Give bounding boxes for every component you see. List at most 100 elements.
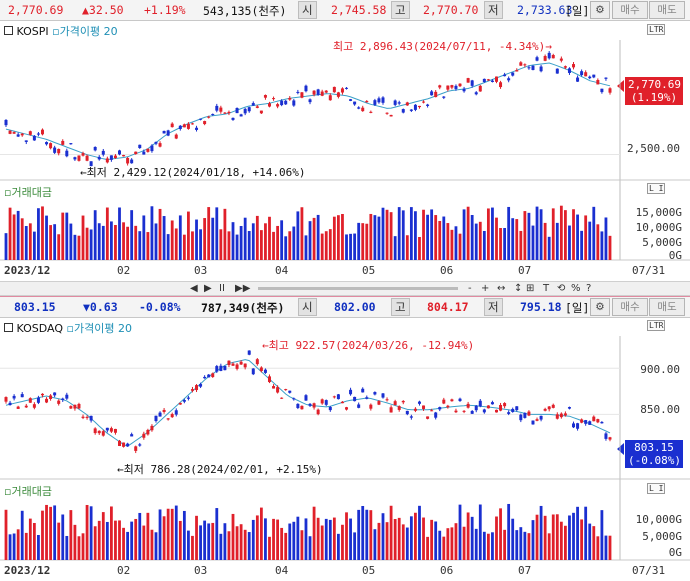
- kospi-price: 2,770.69: [8, 3, 64, 17]
- volume-bar: [57, 234, 61, 260]
- volume-bar: [251, 519, 255, 560]
- candle-body: [251, 103, 255, 106]
- candle-body: [324, 400, 328, 405]
- kosdaq-period[interactable]: [일]: [565, 301, 590, 315]
- zoom-in-button[interactable]: +: [481, 283, 490, 294]
- volume-bar: [280, 527, 284, 560]
- candle-body: [227, 111, 231, 114]
- candle-body: [45, 142, 49, 145]
- kospi-x-label-04: 04: [275, 264, 289, 277]
- candle-body: [608, 437, 612, 440]
- volume-bar: [353, 233, 357, 260]
- fit-vertical-button[interactable]: ↕: [514, 283, 523, 294]
- fast-forward-button[interactable]: ▶▶: [235, 283, 251, 294]
- candle-body: [227, 360, 231, 365]
- volume-bar: [434, 215, 438, 260]
- kosdaq-x-label-start: 2023/12: [4, 564, 51, 577]
- volume-bar: [101, 512, 105, 560]
- candle-body: [401, 400, 405, 403]
- volume-bar: [118, 207, 121, 260]
- scroll-slider[interactable]: [258, 287, 458, 290]
- candle-body: [559, 58, 563, 61]
- help-button[interactable]: ?: [586, 283, 592, 294]
- kosdaq-last-price: 803.15: [634, 441, 674, 454]
- kosdaq-open-label: 시: [298, 298, 317, 316]
- volume-bar: [118, 520, 121, 560]
- candle-body: [588, 421, 592, 425]
- candle-body: [434, 412, 438, 418]
- kosdaq-buy-button[interactable]: 매수: [612, 298, 648, 316]
- volume-bar: [247, 231, 251, 260]
- volume-bar: [385, 522, 389, 560]
- candle-body: [122, 155, 126, 157]
- fit-horizontal-button[interactable]: ↔: [497, 283, 506, 294]
- kospi-volume-ltr-toggle[interactable]: L I: [647, 183, 666, 194]
- kosdaq-ltr-toggle[interactable]: LTR: [647, 320, 666, 331]
- candle-body: [40, 393, 44, 396]
- kospi-ltr-toggle[interactable]: LTR: [647, 24, 666, 35]
- kospi-change: ▲32.50: [82, 3, 124, 17]
- candle-body: [263, 369, 267, 373]
- candle-body: [474, 405, 478, 411]
- kosdaq-volume-title: ▫거래대금: [4, 485, 52, 498]
- volume-bar: [231, 222, 235, 260]
- volume-bar: [16, 529, 20, 560]
- volume-bar: [272, 518, 275, 560]
- kosdaq-sell-button[interactable]: 매도: [649, 298, 685, 316]
- volume-bar: [308, 221, 312, 260]
- candle-body: [284, 100, 288, 105]
- volume-bar: [308, 536, 312, 560]
- kospi-chart[interactable]: [0, 0, 690, 281]
- candle-body: [142, 433, 146, 438]
- candle-body: [101, 150, 105, 155]
- text-tool-button[interactable]: T: [543, 283, 550, 294]
- candle-body: [430, 91, 434, 96]
- percent-button[interactable]: %: [571, 283, 581, 294]
- candle-body: [320, 399, 324, 404]
- kosdaq-settings-button[interactable]: ⚙: [590, 298, 610, 316]
- volume-bar: [555, 514, 559, 560]
- kospi-vol-tick-15000: 15,000G: [635, 206, 682, 219]
- volume-bar: [523, 531, 527, 560]
- scroll-left-button[interactable]: ◀: [190, 283, 198, 294]
- volume-bar: [588, 221, 592, 260]
- volume-bar: [409, 516, 413, 560]
- kospi-period[interactable]: [일]: [565, 4, 590, 18]
- volume-bar: [397, 207, 401, 260]
- kospi-open: 2,745.58: [331, 3, 387, 17]
- volume-bar: [405, 235, 409, 260]
- volume-bar: [203, 218, 207, 260]
- grid-button[interactable]: ⊞: [526, 283, 535, 294]
- volume-bar: [474, 528, 478, 560]
- candle-body: [263, 95, 267, 98]
- volume-bar: [81, 533, 85, 560]
- volume-bar: [495, 217, 498, 260]
- volume-bar: [134, 518, 138, 560]
- candle-body: [494, 409, 498, 413]
- kosdaq-chart[interactable]: [0, 296, 690, 581]
- scroll-right-button[interactable]: ▶: [204, 283, 212, 294]
- kospi-buy-button[interactable]: 매수: [612, 1, 648, 19]
- candle-body: [413, 408, 417, 411]
- volume-bar: [174, 228, 178, 260]
- zoom-out-button[interactable]: -: [468, 283, 472, 294]
- kosdaq-volume-ltr-toggle[interactable]: L I: [647, 483, 666, 494]
- refresh-button[interactable]: ⟲: [557, 283, 566, 294]
- volume-bar: [608, 235, 612, 260]
- volume-bar: [320, 233, 324, 260]
- candle-body: [105, 427, 109, 431]
- candle-body: [239, 114, 243, 117]
- candle-body: [45, 398, 49, 403]
- candle-body: [385, 112, 389, 114]
- kospi-sell-button[interactable]: 매도: [649, 1, 685, 19]
- volume-bar: [255, 215, 259, 260]
- candle-body: [36, 133, 40, 135]
- volume-bar: [442, 216, 446, 260]
- kospi-x-label-start: 2023/12: [4, 264, 51, 277]
- candle-body: [118, 440, 122, 446]
- pause-button[interactable]: II: [219, 283, 225, 294]
- candle-body: [523, 412, 527, 418]
- kospi-max-annotation: 최고 2,896.43(2024/07/11, -4.34%)→: [333, 40, 552, 53]
- candle-body: [182, 124, 186, 128]
- kospi-settings-button[interactable]: ⚙: [590, 1, 610, 19]
